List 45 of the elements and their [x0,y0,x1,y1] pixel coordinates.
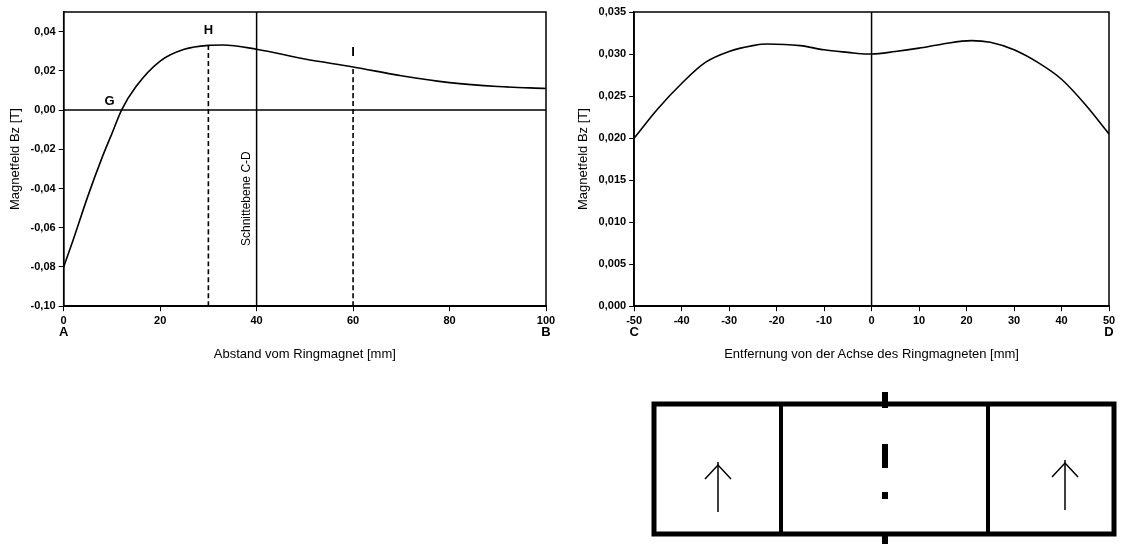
x-tick-label: 50 [1102,313,1116,326]
y-tick-label: 0,010 [598,215,627,228]
y-tick-label: 0,00 [34,103,56,116]
y-tick-label: -0,04 [30,181,57,194]
annotation: H [203,22,214,38]
text: D [1104,324,1114,340]
x-tick-label: -20 [768,313,785,326]
x-tick-label: 0 [60,313,67,326]
y-tick-label: 0,005 [598,257,627,270]
x-tick-label: 60 [346,313,360,326]
text: A [58,324,69,340]
x-tick-label: -40 [673,313,690,326]
y-tick-label: 0,015 [598,173,627,186]
ref-line-label: Schnittebene C-D [238,150,253,247]
x-tick-label: 10 [912,313,926,326]
y-tick-label: -0,10 [30,299,56,312]
x-tick-label: 0 [868,313,875,326]
y-axis-title: Magnetfeld Bz [T] [7,108,23,211]
x-axis-title: Entfernung von der Achse des Ringmagneten [mm] [724,345,1019,361]
y-tick-label: -0,02 [30,142,56,155]
x-axis-title: Abstand vom Ringmagnet [mm] [213,345,396,361]
x-tick-label: 20 [960,313,973,326]
x-tick-label: -50 [626,313,643,326]
x-tick-label: 80 [443,313,456,326]
y-tick-label: 0,030 [598,47,627,60]
annotation: I [351,44,355,59]
y-axis-title: Magnetfeld Bz [T] [575,108,591,211]
y-tick-label: -0,06 [30,220,56,233]
text: C [629,324,640,340]
x-tick-label: -10 [816,313,833,326]
y-tick-label: 0,000 [598,299,627,312]
annotation: G [104,93,115,109]
text: B [541,324,551,340]
x-tick-label: 20 [154,313,167,326]
y-tick-label: 0,02 [34,63,56,76]
y-tick-label: -0,08 [30,260,56,272]
y-tick-label: 0,04 [34,24,57,37]
x-tick-label: 40 [250,313,263,326]
y-tick-label: 0,020 [598,131,627,144]
x-tick-label: -30 [721,313,738,326]
x-tick-label: 40 [1055,313,1068,326]
x-tick-label: 30 [1007,313,1021,326]
x-tick-label: 100 [536,313,556,326]
y-tick-label: 0,035 [598,5,627,18]
y-tick-label: 0,025 [598,89,627,102]
